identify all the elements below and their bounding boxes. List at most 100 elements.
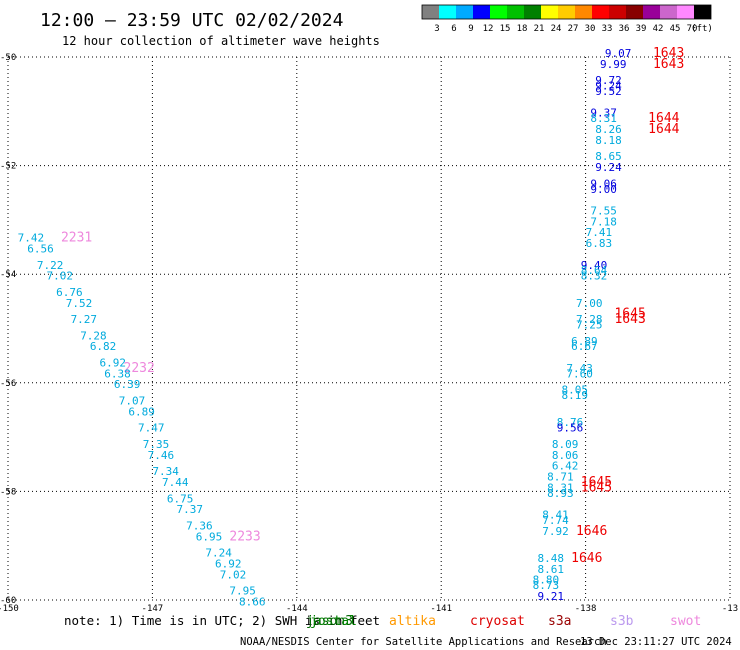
y-tick-label: -52: [0, 162, 16, 172]
wave-height-label: 9.56: [557, 422, 584, 435]
wave-height-label: 7.28: [576, 313, 603, 326]
wave-height-label: 6.95: [196, 530, 223, 543]
pass-number-label: 1644: [648, 111, 679, 126]
wave-height-label: 6.92: [99, 357, 126, 370]
wave-height-label: 7.41: [586, 226, 613, 239]
satellite-legend-altika: altika: [389, 614, 436, 629]
colorbar-swatch: [558, 5, 575, 19]
wave-height-label: 8.26: [595, 123, 622, 136]
colorbar-swatch: [507, 5, 524, 19]
satellite-legend-s3a: s3a: [548, 614, 571, 629]
x-tick-label: -147: [142, 604, 164, 614]
colorbar-swatch: [609, 5, 626, 19]
colorbar-label: 15: [500, 24, 511, 34]
pass-number-label: 1645: [581, 480, 612, 495]
wave-height-label: 8.41: [542, 509, 569, 522]
wave-height-label: 7.24: [205, 547, 232, 560]
pass-number-label: 1643: [614, 312, 645, 327]
pass-number-label: 2233: [229, 529, 260, 544]
wave-height-label: 7.92: [542, 525, 569, 538]
wave-height-label: 7.00: [576, 297, 603, 310]
wave-height-label: 7.02: [47, 270, 74, 283]
wave-height-label: 9.52: [595, 85, 622, 98]
wave-height-label: 9.07: [605, 47, 632, 60]
colorbar-frame: [421, 4, 712, 20]
colorbar-swatch: [490, 5, 507, 19]
pass-number-label: 1645: [581, 475, 612, 490]
wave-height-label: 9.72: [595, 74, 622, 87]
colorbar-label: 45: [670, 24, 681, 34]
wave-height-label: 7.07: [119, 395, 146, 408]
x-tick-label: -13: [722, 604, 738, 614]
wave-height-label: 7.47: [138, 422, 165, 435]
note-text: note: 1) Time is in UTC; 2) SWH is in fe…: [64, 613, 380, 628]
y-tick-label: -60: [0, 596, 16, 606]
colorbar-swatch: [456, 5, 473, 19]
satellite-legend-jason3: jason3: [306, 614, 353, 629]
wave-height-label: 6.38: [104, 367, 130, 380]
colorbar-swatch: [643, 5, 660, 19]
satellite-legend-swot: swot: [670, 614, 701, 629]
wave-height-label: 8.31: [590, 112, 617, 125]
wave-height-label: 6.42: [552, 460, 579, 473]
wave-height-label: 6.83: [586, 237, 613, 250]
wave-height-label: 8.66: [239, 595, 265, 608]
colorbar-swatch: [575, 5, 592, 19]
wave-height-label: 9.40: [581, 259, 608, 272]
colorbar-swatch: [660, 5, 677, 19]
wave-height-label: 7.25: [576, 319, 603, 332]
x-tick-label: -144: [286, 604, 308, 614]
chart-subtitle: 12 hour collection of altimeter wave hei…: [62, 34, 380, 48]
colorbar-swatch: [694, 5, 711, 19]
colorbar-swatch: [524, 5, 541, 19]
y-tick-label: -54: [0, 270, 16, 280]
x-tick-label: -150: [0, 604, 19, 614]
wave-height-label: 8.73: [533, 579, 560, 592]
satellite-legend-s3b: s3b: [610, 614, 634, 629]
y-tick-label: -50: [0, 53, 16, 63]
wave-height-label: 7.36: [186, 519, 213, 532]
pass-labels: 2231223222331643164316441644164516431645…: [61, 46, 684, 566]
wave-height-label: 6.92: [215, 557, 242, 570]
colorbar-label: 33: [602, 24, 613, 34]
colorbar-swatch: [626, 5, 643, 19]
colorbar-swatch: [541, 5, 558, 19]
wave-height-label: 8.19: [562, 389, 589, 402]
colorbar-label: 39: [636, 24, 647, 34]
colorbar-label: 42: [653, 24, 664, 34]
pass-number-label: 1645: [614, 307, 645, 322]
wave-height-label: 8.05: [562, 384, 589, 397]
colorbar-label: 70: [687, 24, 698, 34]
colorbar-swatch: [473, 5, 490, 19]
axis-ticks: -150 -147 -144 -141 -138 -13 -50 -52 -54 -56 -58 -6…: [0, 53, 738, 614]
footer-timestamp: 13 Dec 23:11:27 UTC 2024: [580, 636, 732, 648]
wave-height-label: 9.00: [590, 183, 617, 196]
wave-height-label: 9.99: [600, 58, 627, 71]
wave-height-label: 8.48: [537, 552, 564, 565]
wave-height-label: 6.67: [571, 340, 598, 353]
wave-height-label: 6.89: [128, 405, 155, 418]
wave-height-label: 7.34: [152, 465, 179, 478]
wave-height-label: 6.56: [27, 242, 54, 255]
wave-height-label: 8.31: [547, 481, 574, 494]
wave-height-label: 9.21: [537, 590, 564, 603]
wave-height-label: 7.37: [176, 503, 203, 516]
wave-height-label: 7.35: [143, 438, 170, 451]
wave-height-label: 7.95: [229, 585, 256, 598]
wave-height-label: 7.60: [566, 367, 593, 380]
colorbar-swatch: [592, 5, 609, 19]
wave-height-label: 6.39: [114, 378, 141, 391]
wave-height-label: 9.06: [590, 177, 617, 190]
colorbar-label: 30: [585, 24, 596, 34]
wave-height-label: 8.18: [595, 134, 622, 147]
wave-height-label: 7.43: [566, 362, 593, 375]
wave-height-label: 8.76: [557, 416, 584, 429]
wave-height-label: 8.93: [547, 487, 574, 500]
colorbar-label: 9: [468, 24, 473, 34]
wave-height-label: 8.65: [595, 150, 622, 163]
colorbar-label: 24: [551, 24, 562, 34]
wave-height-label: 8.61: [537, 563, 564, 576]
wave-height-label: 6.89: [571, 335, 598, 348]
wave-height-label: 6.76: [56, 286, 82, 299]
wave-height-label: 7.46: [148, 449, 175, 462]
